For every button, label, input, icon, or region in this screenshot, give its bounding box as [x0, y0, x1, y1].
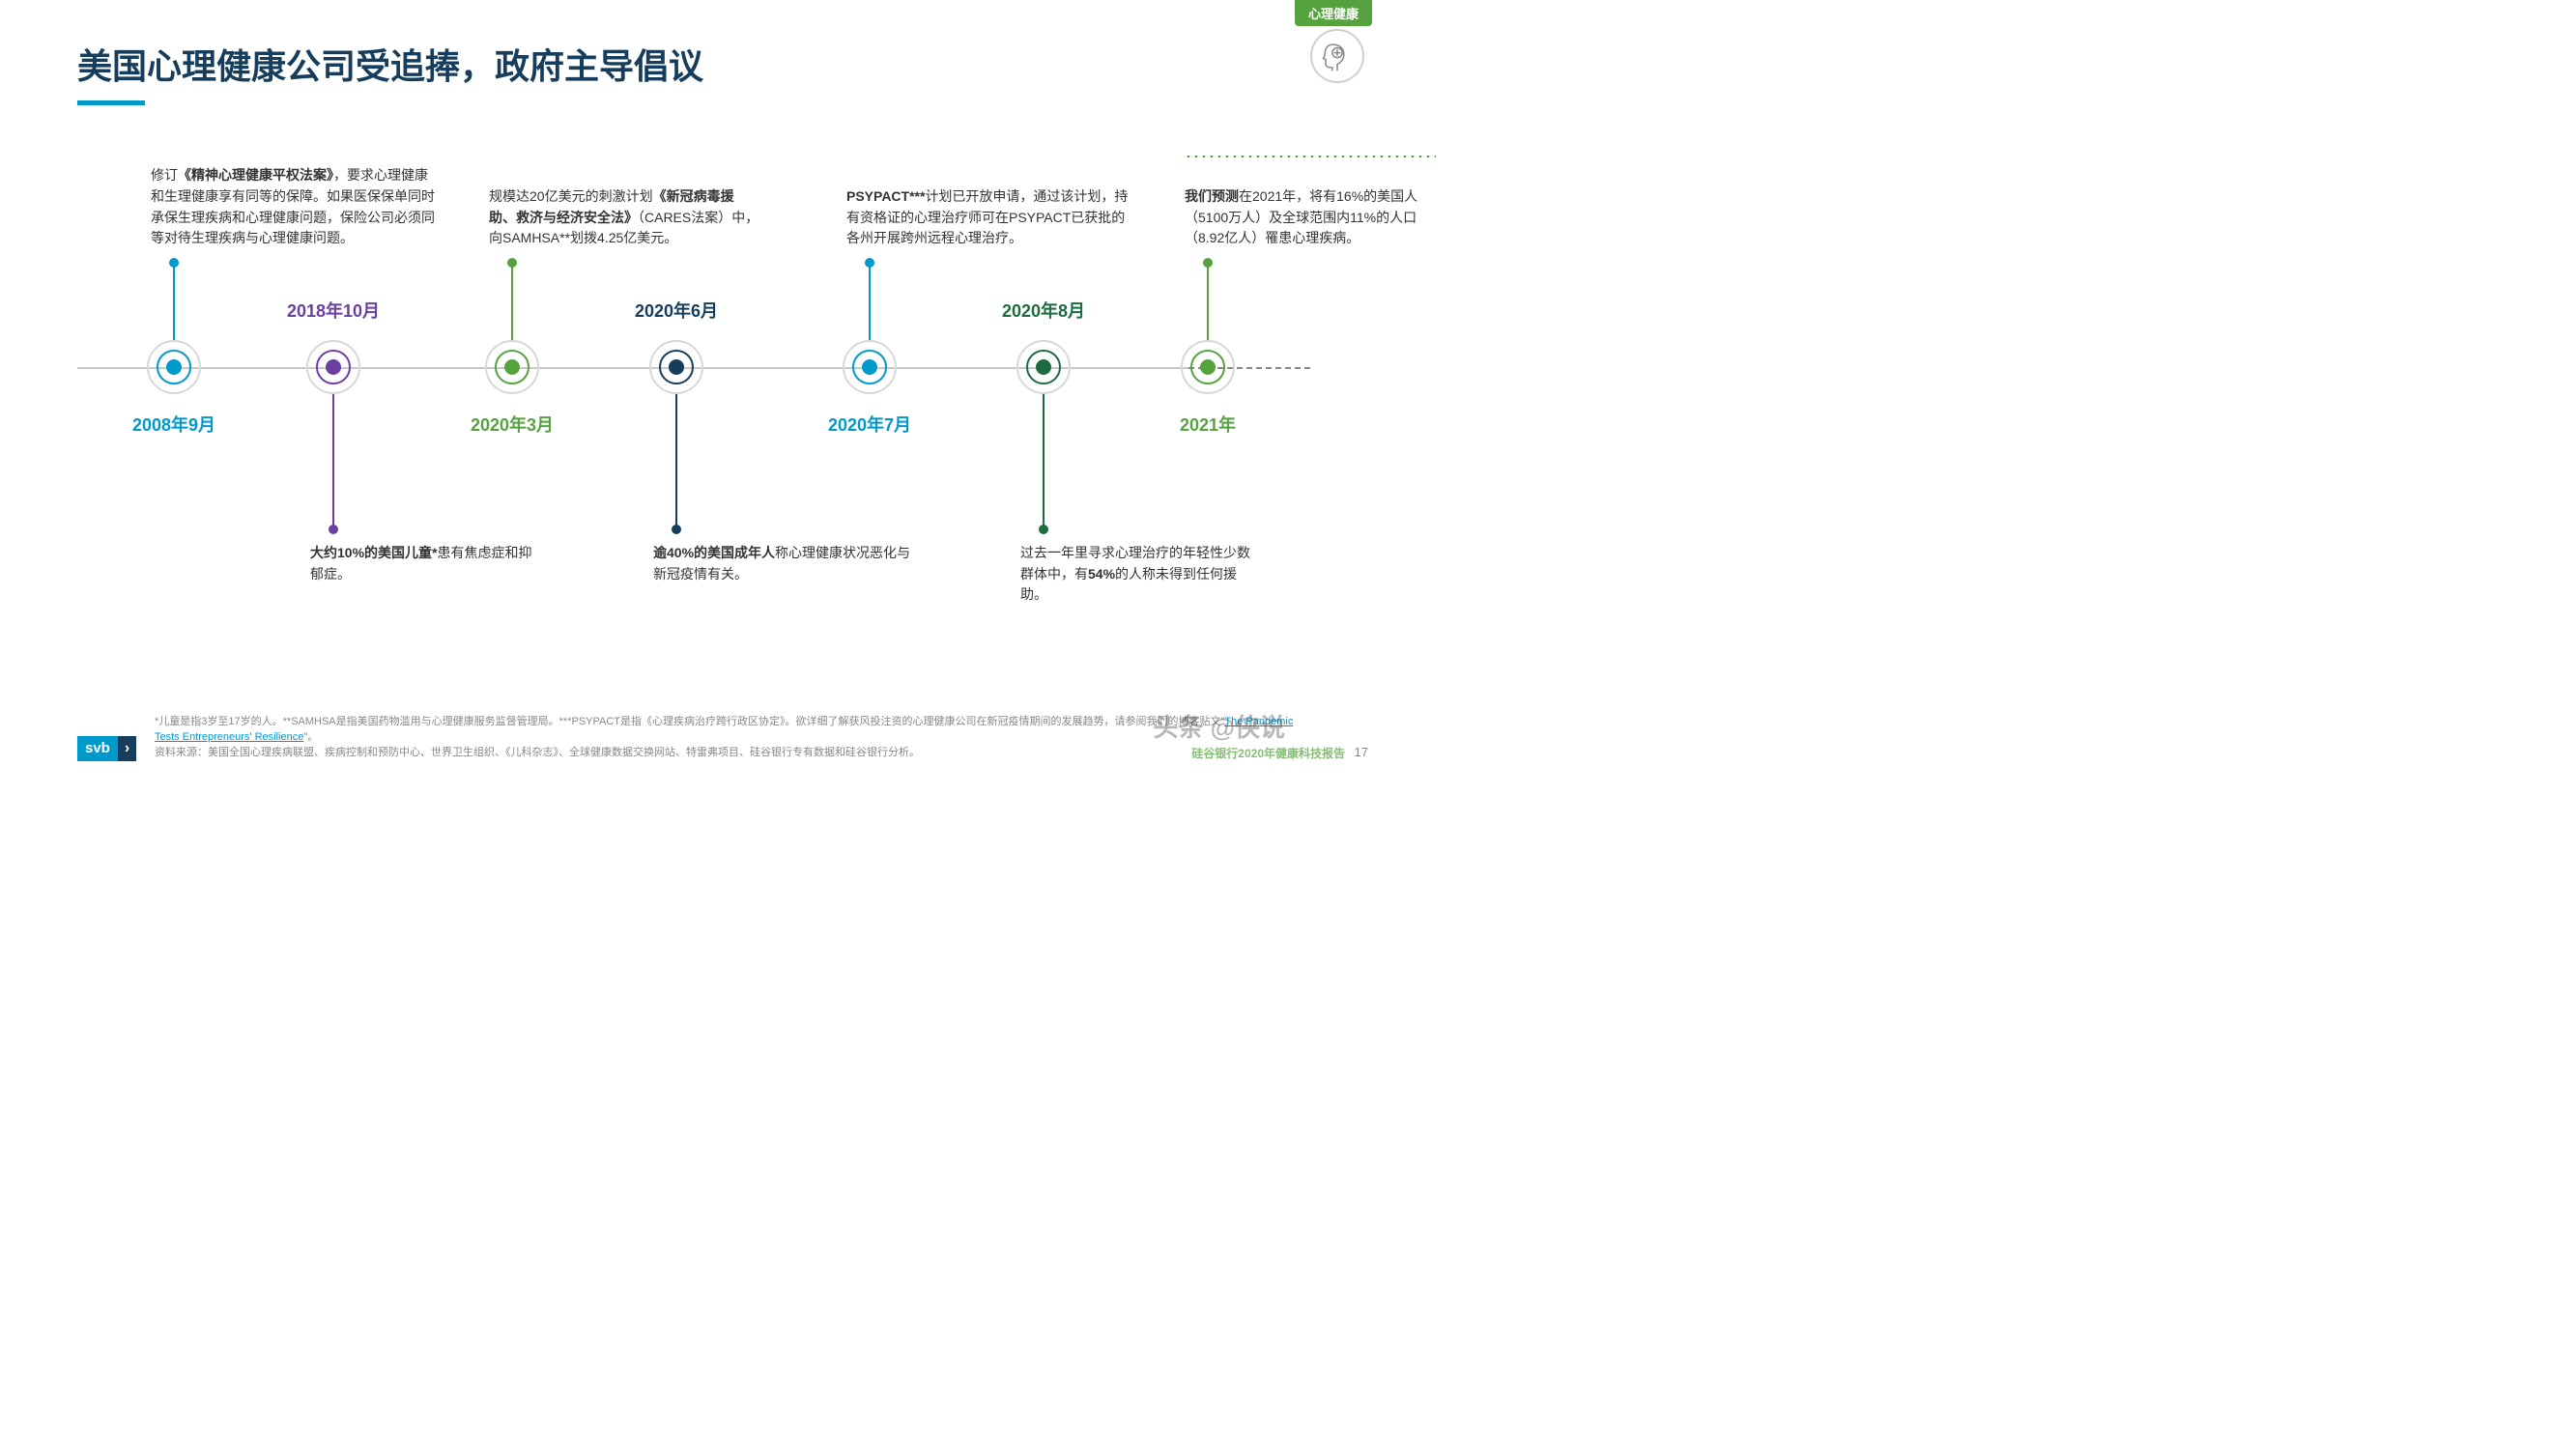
- page-number: 17: [1355, 745, 1368, 759]
- timeline-stem: [332, 394, 334, 529]
- timeline-stem-dot: [1203, 258, 1213, 268]
- timeline-stem: [675, 394, 677, 529]
- watermark: 头条 @侠说: [1153, 708, 1285, 744]
- timeline-date: 2018年10月: [287, 298, 380, 323]
- timeline-node: [1181, 340, 1235, 394]
- timeline-node: [1016, 340, 1071, 394]
- timeline-text: 过去一年里寻求心理治疗的年轻性少数群体中，有54%的人称未得到任何援助。: [1020, 543, 1262, 606]
- timeline-stem-dot: [865, 258, 874, 268]
- timeline-text: 大约10%的美国儿童*患有焦虑症和抑郁症。: [310, 543, 542, 584]
- timeline-node: [306, 340, 360, 394]
- timeline-date: 2021年: [1180, 412, 1236, 437]
- dotted-divider: [1185, 155, 1436, 158]
- timeline-node: [147, 340, 201, 394]
- timeline-text: 逾40%的美国成年人称心理健康状况恶化与新冠疫情有关。: [653, 543, 924, 584]
- timeline-stem: [1207, 263, 1209, 340]
- timeline-stem-dot: [507, 258, 517, 268]
- category-badge: 心理健康: [1295, 0, 1372, 26]
- page-title: 美国心理健康公司受追捧，政府主导倡议: [77, 39, 1314, 89]
- timeline-date: 2008年9月: [132, 412, 215, 437]
- mental-health-icon: [1310, 29, 1364, 83]
- timeline-text: PSYPACT***计划已开放申请，通过该计划，持有资格证的心理治疗师可在PSY…: [846, 186, 1136, 249]
- timeline-text: 规模达20亿美元的刺激计划《新冠病毒援助、救济与经济安全法》（CARES法案）中…: [489, 186, 759, 249]
- timeline-node: [649, 340, 703, 394]
- slide: 心理健康 美国心理健康公司受追捧，政府主导倡议 2008年9月 修订《精神心理健康…: [0, 0, 1391, 782]
- report-label: 硅谷银行2020年健康科技报告: [1191, 745, 1345, 761]
- timeline-stem-dot: [1039, 525, 1048, 534]
- timeline-stem: [511, 263, 513, 340]
- timeline-date: 2020年8月: [1002, 298, 1085, 323]
- timeline-date: 2020年7月: [828, 412, 911, 437]
- timeline-stem-dot: [169, 258, 179, 268]
- timeline-stem: [173, 263, 175, 340]
- timeline-date: 2020年3月: [471, 412, 554, 437]
- timeline-text: 我们预测在2021年，将有16%的美国人（5100万人）及全球范围内11%的人口…: [1185, 186, 1436, 249]
- timeline-date: 2020年6月: [635, 298, 718, 323]
- timeline-node: [485, 340, 539, 394]
- title-underline: [77, 100, 145, 105]
- timeline-stem: [1043, 394, 1045, 529]
- timeline-stem-dot: [672, 525, 681, 534]
- timeline-text: 修订《精神心理健康平权法案》，要求心理健康和生理健康享有同等的保障。如果医保保单…: [151, 165, 441, 249]
- timeline-stem: [869, 263, 871, 340]
- svb-logo: svb›: [77, 736, 136, 761]
- timeline-stem-dot: [329, 525, 338, 534]
- footnotes: *儿童是指3岁至17岁的人。**SAMHSA是指美国药物滥用与心理健康服务监督管…: [155, 715, 1314, 761]
- timeline-node: [843, 340, 897, 394]
